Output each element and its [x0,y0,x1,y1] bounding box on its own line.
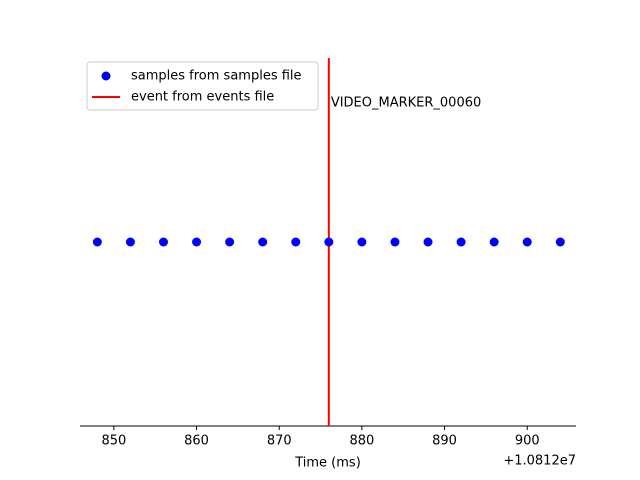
legend-label: event from events file [131,90,274,105]
point [357,237,367,247]
x-tick-label: 870 [267,434,292,449]
event-label: VIDEO_MARKER_00060 [331,96,481,111]
point [522,237,532,247]
point [555,237,565,247]
point [291,237,301,247]
point [125,237,135,247]
legend-box [86,61,319,111]
point [456,237,466,247]
point [423,237,433,247]
x-axis-label: Time (ms) [294,456,361,471]
x-tick-label: 880 [349,434,374,449]
point [192,237,202,247]
legend-label: samples from samples file [131,69,302,84]
x-tick-label: 890 [432,434,457,449]
x-offset-label: +1.0812e7 [503,454,576,469]
point [258,237,268,247]
point [225,237,235,247]
x-tick-label: 850 [101,434,126,449]
point [92,237,102,247]
point [390,237,400,247]
point [158,237,168,247]
point [489,237,499,247]
legend-marker [101,71,111,81]
x-tick-label: 900 [515,434,540,449]
x-tick-label: 860 [184,434,209,449]
point [324,237,334,247]
